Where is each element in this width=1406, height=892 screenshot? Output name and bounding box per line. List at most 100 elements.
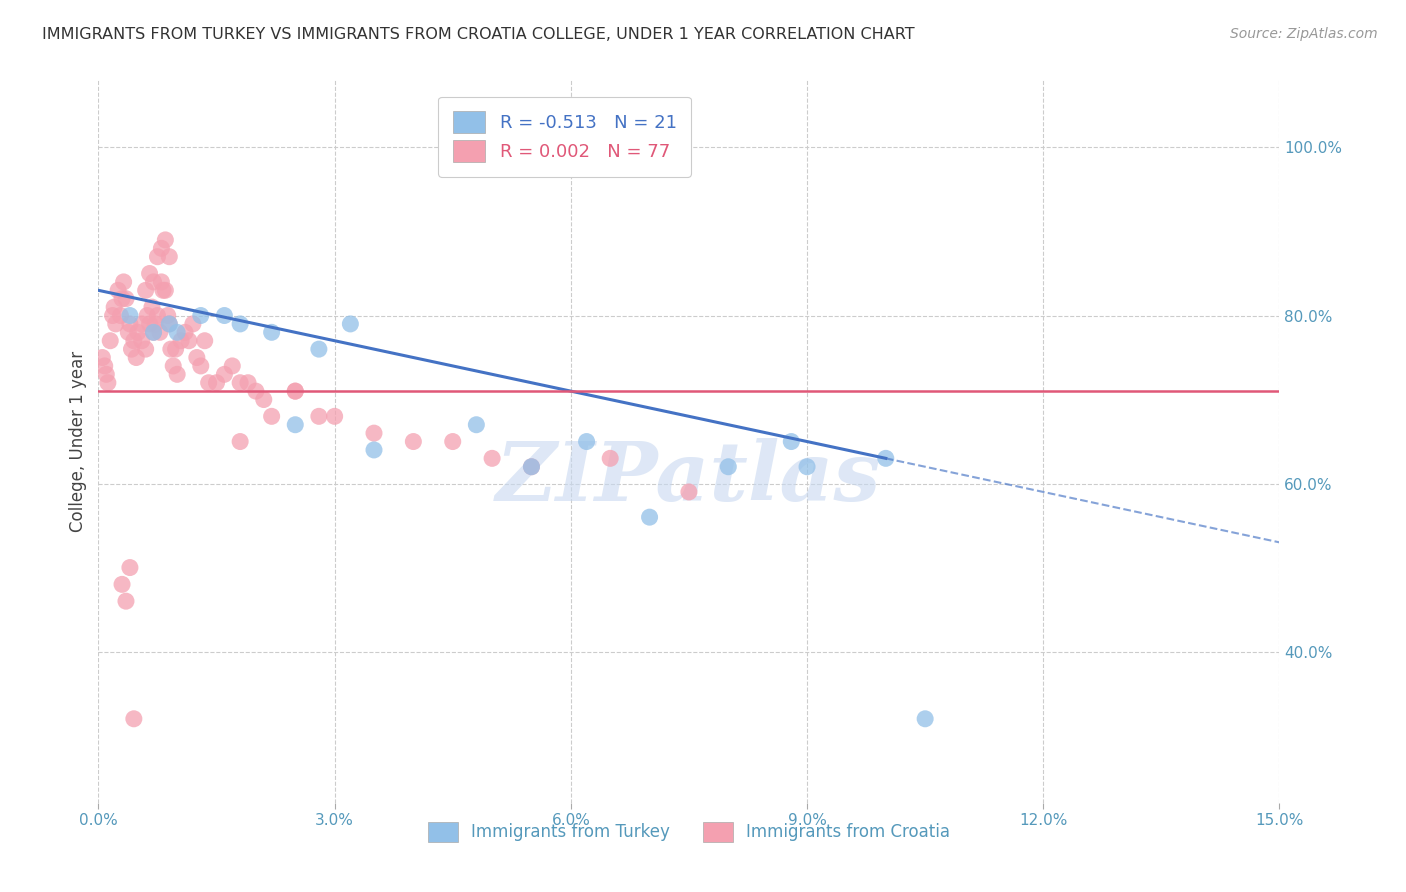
Point bbox=[115, 594, 138, 608]
Point bbox=[152, 283, 174, 297]
Point bbox=[520, 459, 543, 474]
Point bbox=[177, 334, 200, 348]
Point bbox=[221, 359, 243, 373]
Point bbox=[143, 317, 166, 331]
Point bbox=[260, 409, 283, 424]
Point bbox=[142, 275, 165, 289]
Point bbox=[150, 275, 173, 289]
Point bbox=[117, 326, 139, 340]
Point bbox=[253, 392, 276, 407]
Text: IMMIGRANTS FROM TURKEY VS IMMIGRANTS FROM CROATIA COLLEGE, UNDER 1 YEAR CORRELAT: IMMIGRANTS FROM TURKEY VS IMMIGRANTS FRO… bbox=[42, 27, 915, 42]
Point bbox=[156, 309, 179, 323]
Point bbox=[91, 351, 114, 365]
Point bbox=[796, 459, 818, 474]
Point bbox=[146, 250, 169, 264]
Text: ZIPatlas: ZIPatlas bbox=[496, 438, 882, 517]
Text: Source: ZipAtlas.com: Source: ZipAtlas.com bbox=[1230, 27, 1378, 41]
Point bbox=[110, 309, 132, 323]
Point bbox=[160, 342, 183, 356]
Point bbox=[363, 442, 385, 457]
Point bbox=[599, 451, 621, 466]
Point bbox=[186, 351, 208, 365]
Point bbox=[93, 359, 115, 373]
Point bbox=[197, 376, 219, 390]
Point bbox=[146, 309, 169, 323]
Point bbox=[118, 309, 141, 323]
Point bbox=[157, 317, 180, 331]
Legend: Immigrants from Turkey, Immigrants from Croatia: Immigrants from Turkey, Immigrants from … bbox=[420, 815, 957, 848]
Point bbox=[165, 342, 187, 356]
Point bbox=[122, 334, 145, 348]
Point bbox=[112, 275, 135, 289]
Point bbox=[98, 334, 121, 348]
Point bbox=[157, 250, 180, 264]
Point bbox=[149, 326, 172, 340]
Point bbox=[131, 334, 153, 348]
Point bbox=[121, 342, 143, 356]
Point bbox=[115, 292, 138, 306]
Point bbox=[678, 485, 700, 500]
Point bbox=[174, 326, 197, 340]
Point bbox=[717, 459, 740, 474]
Point bbox=[155, 233, 177, 247]
Point bbox=[111, 577, 134, 591]
Point bbox=[150, 241, 173, 255]
Point bbox=[141, 300, 163, 314]
Point bbox=[260, 326, 283, 340]
Point bbox=[194, 334, 217, 348]
Point bbox=[142, 326, 165, 340]
Point bbox=[181, 317, 204, 331]
Point bbox=[135, 342, 157, 356]
Point bbox=[205, 376, 228, 390]
Point bbox=[875, 451, 897, 466]
Y-axis label: College, Under 1 year: College, Under 1 year bbox=[69, 351, 87, 533]
Point bbox=[125, 351, 148, 365]
Point bbox=[166, 368, 188, 382]
Point bbox=[520, 459, 543, 474]
Point bbox=[101, 309, 124, 323]
Point bbox=[96, 368, 118, 382]
Point bbox=[136, 309, 159, 323]
Point bbox=[284, 417, 307, 432]
Point bbox=[323, 409, 346, 424]
Point bbox=[122, 712, 145, 726]
Point bbox=[284, 384, 307, 398]
Point bbox=[575, 434, 598, 449]
Point bbox=[214, 368, 236, 382]
Point bbox=[308, 409, 330, 424]
Point bbox=[339, 317, 361, 331]
Point bbox=[170, 334, 193, 348]
Point bbox=[138, 267, 160, 281]
Point bbox=[190, 309, 212, 323]
Point bbox=[190, 359, 212, 373]
Point bbox=[236, 376, 259, 390]
Point bbox=[118, 560, 141, 574]
Point bbox=[107, 283, 129, 297]
Point bbox=[142, 326, 165, 340]
Point bbox=[245, 384, 267, 398]
Point bbox=[157, 317, 180, 331]
Point bbox=[138, 317, 160, 331]
Point bbox=[402, 434, 425, 449]
Point bbox=[284, 384, 307, 398]
Point bbox=[465, 417, 488, 432]
Point bbox=[162, 359, 184, 373]
Point bbox=[103, 300, 125, 314]
Point bbox=[441, 434, 464, 449]
Point bbox=[166, 326, 188, 340]
Point bbox=[111, 292, 134, 306]
Point bbox=[131, 317, 153, 331]
Point bbox=[914, 712, 936, 726]
Point bbox=[229, 376, 252, 390]
Point bbox=[229, 434, 252, 449]
Point bbox=[229, 317, 252, 331]
Point bbox=[638, 510, 661, 524]
Point bbox=[127, 326, 149, 340]
Point bbox=[308, 342, 330, 356]
Point bbox=[104, 317, 127, 331]
Point bbox=[135, 283, 157, 297]
Point bbox=[363, 426, 385, 441]
Point bbox=[481, 451, 503, 466]
Point bbox=[155, 283, 177, 297]
Point bbox=[97, 376, 120, 390]
